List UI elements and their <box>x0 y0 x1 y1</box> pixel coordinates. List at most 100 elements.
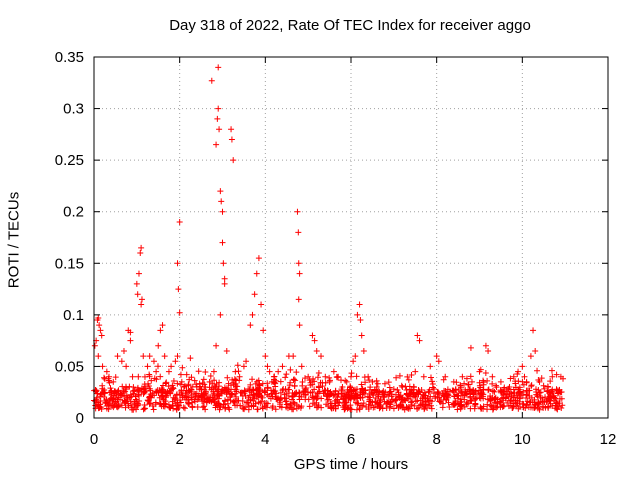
data-point <box>541 385 548 392</box>
data-point <box>467 344 474 351</box>
data-point <box>368 402 375 409</box>
data-point <box>408 372 415 379</box>
data-point <box>179 364 186 371</box>
data-point <box>356 301 363 308</box>
data-point <box>110 396 117 403</box>
data-point <box>290 392 297 399</box>
data-point <box>298 393 305 400</box>
plot-frame <box>93 56 609 419</box>
data-point <box>380 394 387 401</box>
y-tick-label: 0.3 <box>63 101 84 118</box>
data-point <box>314 374 321 381</box>
data-point <box>389 396 396 403</box>
data-point <box>281 391 288 398</box>
data-point <box>211 377 218 384</box>
data-point <box>342 377 349 384</box>
data-point <box>174 353 181 360</box>
y-tick-label: 0 <box>76 410 84 427</box>
data-point <box>138 301 145 308</box>
data-point <box>150 406 157 413</box>
data-point <box>96 404 103 411</box>
data-point <box>373 377 380 384</box>
data-point <box>294 208 301 215</box>
data-point <box>254 391 261 398</box>
data-point <box>296 270 303 277</box>
data-point <box>305 396 312 403</box>
data-point <box>500 397 507 404</box>
data-point <box>554 387 561 394</box>
data-point <box>512 384 519 391</box>
data-point <box>418 401 425 408</box>
data-point <box>445 391 452 398</box>
data-point <box>127 329 134 336</box>
data-point <box>433 353 440 360</box>
data-point <box>228 386 235 393</box>
data-point <box>487 402 494 409</box>
data-point <box>117 391 124 398</box>
data-point <box>114 404 121 411</box>
data-point <box>181 383 188 390</box>
data-point <box>99 382 106 389</box>
data-point <box>514 370 521 377</box>
data-point <box>362 387 369 394</box>
data-point <box>338 387 345 394</box>
data-point <box>316 388 323 395</box>
data-point <box>468 378 475 385</box>
data-point <box>230 379 237 386</box>
data-point <box>181 405 188 412</box>
data-point <box>214 392 221 399</box>
data-point <box>372 395 379 402</box>
data-point <box>165 368 172 375</box>
data-point <box>549 388 556 395</box>
data-point <box>147 394 154 401</box>
data-point <box>228 136 235 143</box>
data-point <box>518 392 525 399</box>
data-point <box>110 378 117 385</box>
data-point <box>215 105 222 112</box>
data-point <box>327 404 334 411</box>
data-point <box>157 401 164 408</box>
data-point <box>220 260 227 267</box>
data-point <box>194 404 201 411</box>
data-point <box>213 381 220 388</box>
data-point <box>328 405 335 412</box>
data-point <box>228 126 235 133</box>
data-point <box>492 394 499 401</box>
data-point <box>150 358 157 365</box>
data-point <box>315 389 322 396</box>
data-point <box>96 322 103 329</box>
data-point <box>298 363 305 370</box>
data-point <box>431 385 438 392</box>
data-point <box>201 403 208 410</box>
data-point <box>217 404 224 411</box>
data-point <box>538 375 545 382</box>
data-point <box>468 397 475 404</box>
data-point <box>439 404 446 411</box>
data-point <box>216 126 223 133</box>
data-point <box>106 397 113 404</box>
data-point <box>254 406 261 413</box>
data-point <box>484 406 491 413</box>
data-point <box>452 400 459 407</box>
data-point <box>275 368 282 375</box>
data-point <box>390 405 397 412</box>
data-point <box>253 270 260 277</box>
data-point <box>279 387 286 394</box>
data-point <box>259 380 266 387</box>
data-point <box>359 385 366 392</box>
data-point <box>230 157 237 164</box>
data-point <box>291 383 298 390</box>
data-point <box>405 395 412 402</box>
data-point <box>361 374 368 381</box>
data-point <box>183 371 190 378</box>
data-point <box>167 390 174 397</box>
data-point <box>135 373 142 380</box>
data-point <box>138 296 145 303</box>
data-point <box>519 400 526 407</box>
data-point <box>315 369 322 376</box>
data-point <box>170 394 177 401</box>
data-point <box>386 384 393 391</box>
data-point <box>146 373 153 380</box>
data-point <box>227 397 234 404</box>
data-point <box>240 363 247 370</box>
